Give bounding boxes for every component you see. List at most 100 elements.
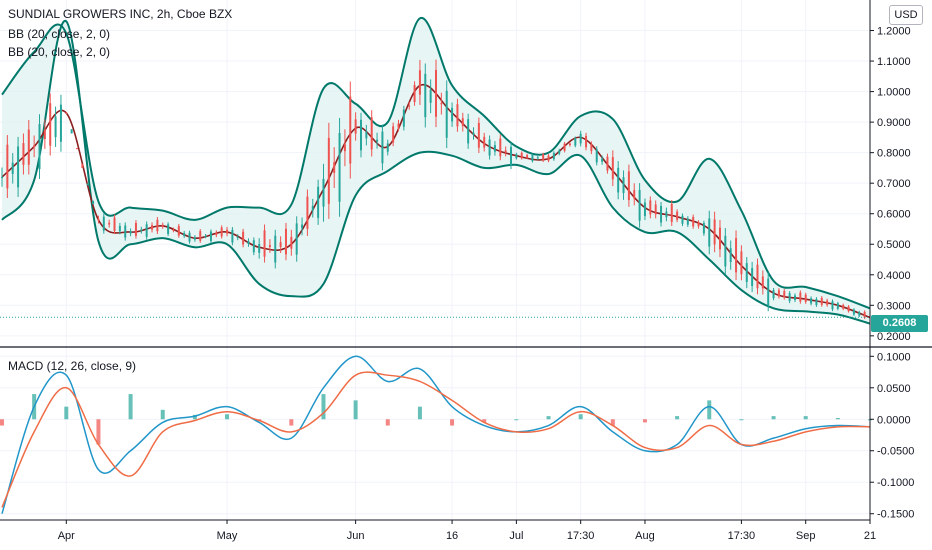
macd-histogram-bar [129,394,133,419]
price-axis-label: 0.8000 [877,148,911,160]
candle-body [290,237,292,249]
candle-body [681,216,683,224]
candle-body [805,295,807,302]
time-axis-label: 17:30 [728,530,756,542]
candle-body [1,177,3,178]
price-axis-label: 0.6000 [877,209,911,221]
macd-histogram-bar [96,419,100,444]
time-axis-label: May [217,530,238,542]
macd-axis-label: -0.0500 [877,446,914,458]
candle-body [628,171,630,200]
candle-body [462,118,464,126]
candle-body [730,248,732,262]
price-axis-label: 0.5000 [877,239,911,251]
macd-histogram-bar [354,400,358,419]
candle-body [767,279,769,306]
candle-body [558,150,560,153]
macd-histogram-bar [450,419,454,425]
candle-body [322,179,324,207]
candle-body [440,103,442,104]
time-axis-label: 16 [446,530,458,542]
candle-body [12,163,14,174]
macd-line [2,356,870,513]
time-axis-label: Sep [796,530,816,542]
candle-body [71,129,73,133]
candle-body [553,153,555,159]
candle-body [328,138,330,204]
candle-body [596,149,598,162]
candle-body [692,217,694,227]
candle-body [151,225,153,229]
candle-body [87,184,89,186]
candle-body [526,155,528,158]
candle-body [687,219,689,225]
bb-legend-2[interactable]: BB (20, close, 2, 0) [8,44,110,60]
macd-histogram-bar [289,419,293,425]
candle-body [714,219,716,244]
candle-body [746,263,748,282]
currency-button[interactable]: USD [889,5,923,25]
candle-body [708,218,710,246]
candle-body [815,299,817,305]
time-axis-label: Jul [509,530,523,542]
candle-body [392,126,394,142]
candle-body [146,224,148,237]
macd-histogram-bar [547,416,551,419]
macd-histogram-bar [675,416,679,419]
candle-body [226,230,228,234]
candle-body [510,147,512,165]
candle-body [221,227,223,236]
candle-body [446,91,448,138]
candle-body [853,310,855,315]
macd-histogram-bar [64,407,68,420]
candle-body [172,230,174,231]
candle-body [360,120,362,151]
macd-histogram-bar [514,419,518,420]
macd-histogram-bar [0,419,4,425]
candle-body [339,133,341,202]
candle-body [639,190,641,221]
candle-body [371,117,373,149]
candle-body [831,301,833,309]
candle-body [376,140,378,142]
candle-body [719,228,721,250]
candle-body [264,230,266,256]
macd-histogram-bar [772,416,776,419]
candle-body [178,226,180,236]
candle-body [756,265,758,289]
candle-body [435,70,437,117]
bb-legend-1[interactable]: BB (20, close, 2, 0) [8,26,110,42]
candle-body [237,237,239,238]
candle-body [269,245,271,247]
candle-body [826,301,828,305]
candle-body [848,306,850,311]
candle-body [424,74,426,117]
macd-axis-label: -0.1500 [877,509,914,521]
candle-body [92,201,94,205]
macd-axis-label: 0.0000 [877,414,911,426]
candle-body [397,124,399,128]
candle-body [162,225,164,227]
candle-body [65,113,67,114]
candle-body [783,291,785,298]
candle-body [44,129,46,139]
macd-legend[interactable]: MACD (12, 26, close, 9) [8,358,136,374]
candle-body [580,134,582,144]
candle-body [189,233,191,242]
time-axis-label: 17:30 [567,530,595,542]
candle-body [108,223,110,225]
macd-histogram-bar [418,407,422,420]
candle-body [355,119,357,133]
candle-body [39,124,41,169]
candle-body [698,223,700,227]
candle-body [569,144,571,145]
candle-body [333,162,335,173]
candle-body [542,154,544,160]
candle-body [473,133,475,135]
candle-body [665,212,667,218]
candle-body [76,148,78,149]
chart-title: SUNDIAL GROWERS INC, 2h, Cboe BZX [8,6,232,22]
candle-body [467,119,469,143]
candle-body [676,212,678,220]
